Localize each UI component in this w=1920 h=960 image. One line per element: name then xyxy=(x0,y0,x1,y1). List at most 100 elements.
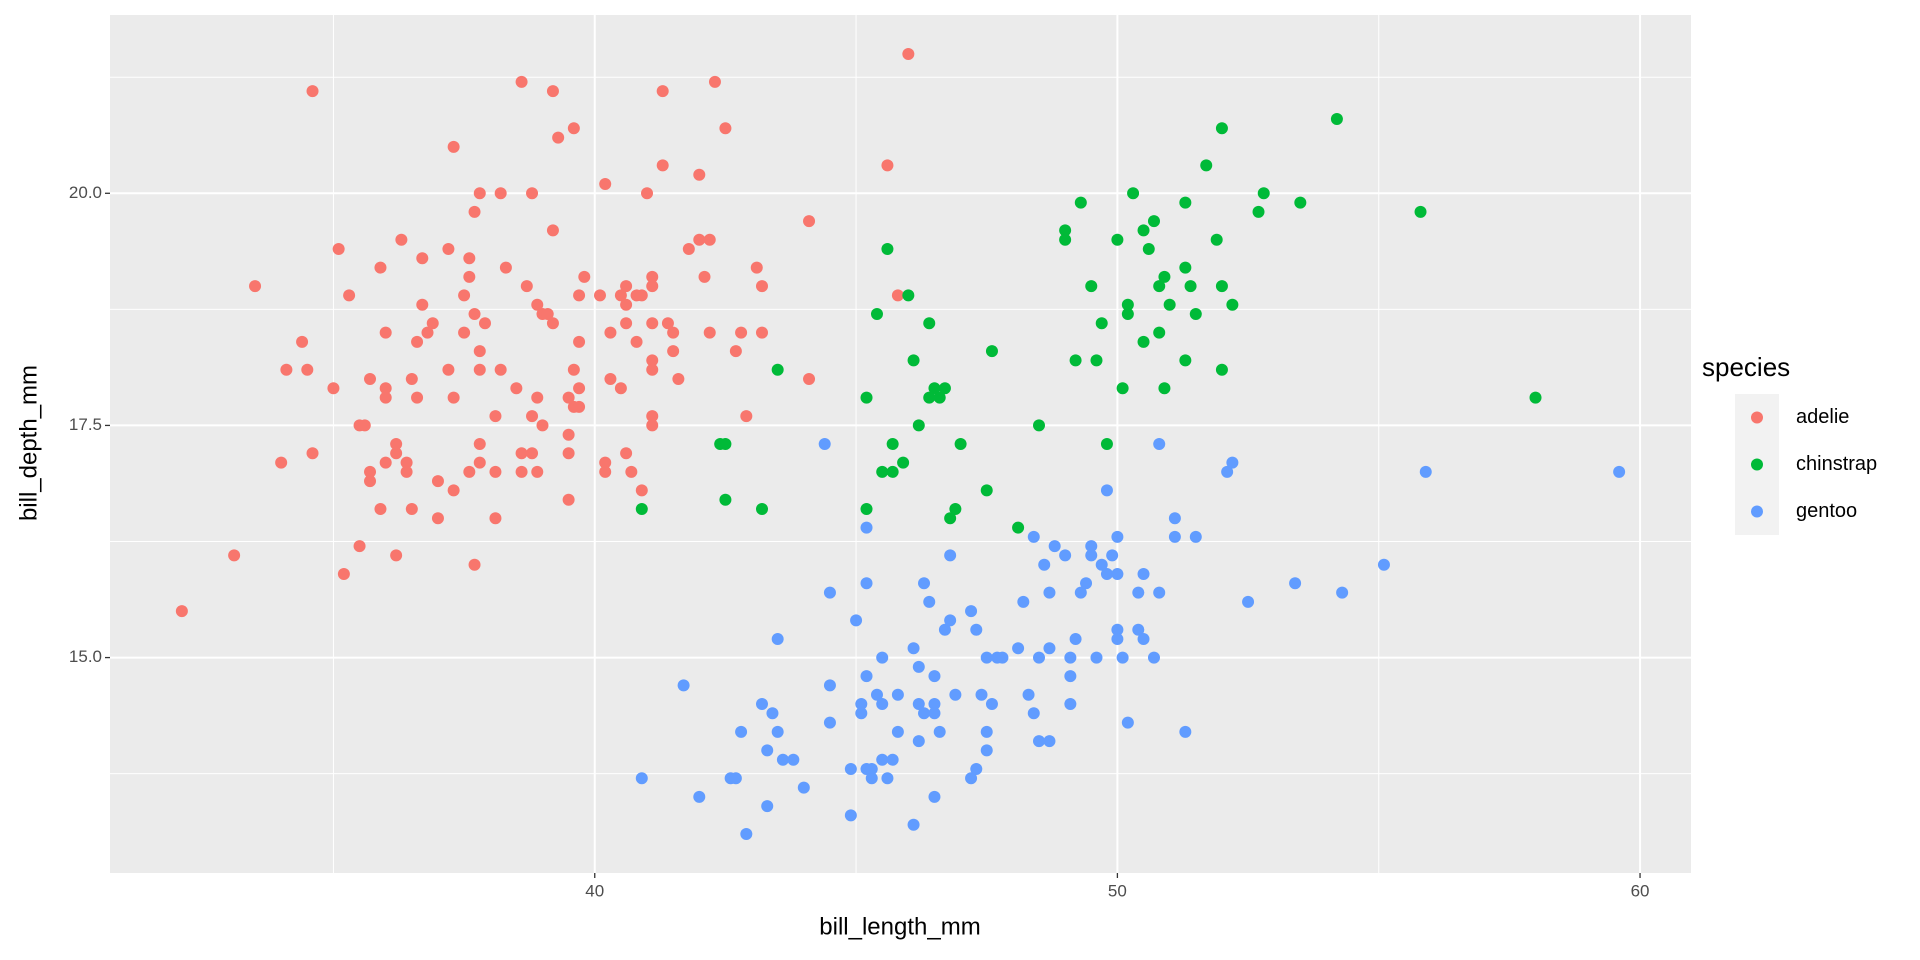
point xyxy=(1163,298,1176,311)
point xyxy=(1414,205,1427,218)
point xyxy=(855,698,868,710)
point xyxy=(771,725,784,738)
point xyxy=(980,484,993,497)
point xyxy=(573,382,586,395)
point xyxy=(405,373,418,385)
point xyxy=(599,465,612,478)
point xyxy=(944,512,957,525)
point xyxy=(1074,196,1087,209)
point xyxy=(1111,568,1124,580)
point xyxy=(343,289,356,302)
point xyxy=(928,698,941,710)
point xyxy=(923,595,936,608)
point xyxy=(646,410,659,423)
legend-marker xyxy=(1751,505,1763,518)
point xyxy=(1153,586,1166,599)
point xyxy=(526,447,539,460)
point xyxy=(1137,568,1150,580)
point xyxy=(1116,382,1129,395)
point xyxy=(1121,298,1134,311)
point xyxy=(635,289,648,302)
point xyxy=(567,122,580,135)
point xyxy=(776,753,789,766)
point xyxy=(379,456,392,469)
point xyxy=(1252,205,1265,218)
point xyxy=(306,85,319,98)
point xyxy=(1017,595,1030,608)
point xyxy=(306,447,319,460)
point xyxy=(515,75,528,88)
point xyxy=(526,187,539,200)
point xyxy=(923,391,936,404)
point xyxy=(1179,354,1192,367)
point xyxy=(1289,577,1302,590)
point xyxy=(667,345,680,358)
point xyxy=(750,261,763,274)
point xyxy=(876,753,889,766)
point xyxy=(478,317,491,330)
point xyxy=(891,688,904,701)
point xyxy=(693,168,706,181)
point xyxy=(1090,354,1103,367)
point xyxy=(1100,438,1113,450)
point xyxy=(980,725,993,738)
point xyxy=(907,642,920,655)
point xyxy=(735,725,748,738)
point xyxy=(761,744,774,757)
point xyxy=(1069,354,1082,367)
point xyxy=(546,224,559,237)
point xyxy=(1137,224,1150,237)
point xyxy=(473,345,486,358)
point xyxy=(442,243,455,255)
point xyxy=(620,447,633,460)
point xyxy=(881,159,894,172)
point xyxy=(771,633,784,645)
point xyxy=(499,261,512,274)
point xyxy=(1059,549,1072,562)
point xyxy=(1147,215,1160,228)
point xyxy=(667,326,680,339)
point xyxy=(1179,196,1192,209)
point xyxy=(881,243,894,255)
legend-label: gentoo xyxy=(1796,500,1857,522)
point xyxy=(374,503,387,515)
point xyxy=(1200,159,1213,172)
point xyxy=(933,725,946,738)
point xyxy=(918,707,931,720)
point xyxy=(860,391,873,404)
point xyxy=(818,438,831,450)
point xyxy=(933,391,946,404)
point xyxy=(431,475,444,488)
point xyxy=(473,363,486,376)
point xyxy=(604,326,617,339)
point xyxy=(823,679,836,692)
point xyxy=(494,187,507,200)
point xyxy=(1043,735,1056,748)
point xyxy=(1137,335,1150,348)
point xyxy=(1153,326,1166,339)
point xyxy=(614,289,627,302)
point xyxy=(228,549,241,562)
point xyxy=(1064,651,1077,664)
point xyxy=(468,205,481,218)
point xyxy=(573,335,586,348)
y-tick-label: 15.0 xyxy=(69,647,102,666)
grid xyxy=(110,15,1691,873)
point xyxy=(797,781,810,794)
point xyxy=(703,326,716,339)
point xyxy=(1100,568,1113,580)
point xyxy=(740,410,753,423)
point xyxy=(761,800,774,813)
point xyxy=(468,558,481,571)
point xyxy=(646,363,659,376)
point xyxy=(876,698,889,710)
point xyxy=(672,373,685,385)
point xyxy=(494,363,507,376)
point xyxy=(1121,716,1134,729)
point xyxy=(635,484,648,497)
point xyxy=(447,391,460,404)
point xyxy=(604,373,617,385)
point xyxy=(860,521,873,534)
point xyxy=(803,215,816,228)
point xyxy=(876,651,889,664)
